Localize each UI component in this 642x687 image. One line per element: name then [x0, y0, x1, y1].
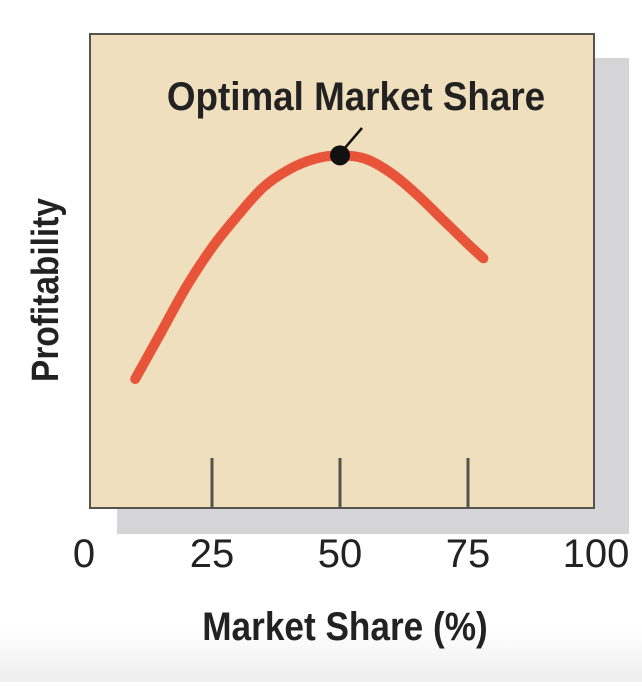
- plot-area: [89, 33, 595, 509]
- x-tick-label-50: 50: [318, 532, 363, 576]
- x-tick-marks: [210, 458, 470, 508]
- x-tick-label-75: 75: [446, 532, 491, 576]
- x-tick-labels: 0 25 50 75 100: [73, 532, 630, 576]
- annotation-label: Optimal Market Share: [167, 75, 545, 120]
- profitability-curve: [130, 150, 489, 384]
- optimal-point-marker: [330, 145, 350, 166]
- x-tick-label-100: 100: [563, 532, 630, 576]
- y-axis-label: Profitability: [24, 198, 66, 382]
- x-tick-label-25: 25: [190, 532, 235, 576]
- x-axis-label: Market Share (%): [202, 604, 487, 649]
- x-tick-label-0: 0: [73, 532, 95, 576]
